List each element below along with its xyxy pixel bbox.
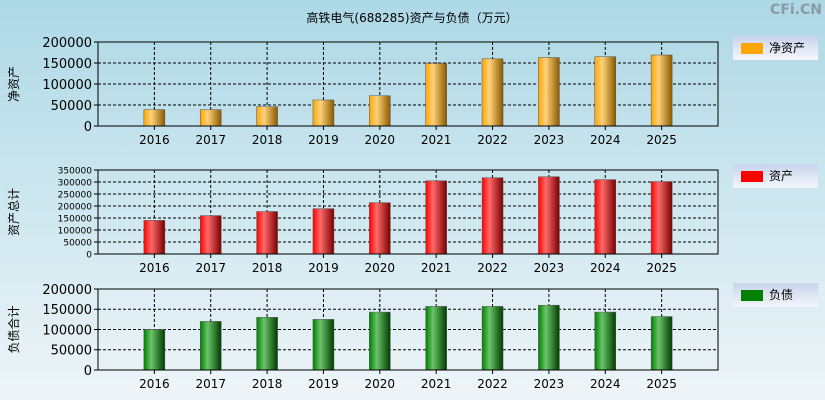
y-axis-label: 资产总计 [7, 188, 21, 236]
y-tick-label: 200000 [42, 283, 92, 298]
y-tick-label: 150000 [58, 214, 93, 224]
bar-2016 [143, 329, 166, 371]
bar-2023 [538, 176, 560, 255]
x-tick-label: 2022 [477, 133, 508, 147]
x-tick-label: 2020 [365, 261, 396, 275]
x-tick-label: 2022 [477, 377, 508, 391]
bar-2024 [594, 56, 617, 127]
x-tick-label: 2024 [590, 377, 621, 391]
y-tick-label: 0 [84, 120, 92, 135]
y-tick-label: 100000 [58, 226, 93, 236]
legend-label: 资产 [769, 169, 793, 183]
x-tick-label: 2023 [534, 261, 565, 275]
bar-2018 [256, 211, 278, 255]
plot-frame [97, 169, 719, 255]
x-tick-label: 2019 [308, 133, 339, 147]
chart-title: 高铁电气(688285)资产与负债（万元） [306, 10, 517, 25]
bar-2016 [143, 109, 166, 127]
legend-label: 负债 [769, 288, 793, 302]
plot-frame [97, 41, 719, 127]
y-tick-label: 0 [84, 364, 92, 379]
bar-2022 [481, 177, 504, 255]
bar-2017 [199, 109, 222, 127]
x-tick-label: 2021 [421, 377, 452, 391]
bar-2025 [650, 54, 673, 127]
x-tick-label: 2023 [534, 377, 565, 391]
y-tick-label: 100000 [42, 78, 92, 93]
bar-2022 [481, 306, 504, 371]
x-tick-label: 2021 [421, 261, 452, 275]
x-tick-label: 2024 [590, 261, 621, 275]
legend-label: 净资产 [769, 41, 805, 55]
x-tick-label: 2017 [195, 261, 226, 275]
plot-frame [97, 288, 719, 371]
bar-2020 [369, 202, 391, 255]
y-tick-label: 50000 [51, 344, 92, 359]
y-tick-label: 150000 [42, 57, 92, 72]
y-tick-label: 50000 [63, 238, 92, 248]
watermark: CFi.CN [770, 2, 822, 18]
x-tick-label: 2025 [646, 377, 677, 391]
x-tick-label: 2021 [421, 133, 452, 147]
bar-2018 [256, 106, 278, 127]
bar-2024 [594, 311, 617, 371]
bar-2022 [481, 58, 504, 127]
bar-2023 [538, 57, 560, 127]
x-tick-label: 2017 [195, 133, 226, 147]
y-tick-label: 0 [86, 250, 92, 260]
bar-2016 [143, 220, 166, 255]
y-tick-label: 200000 [42, 36, 92, 51]
bar-2019 [312, 319, 335, 371]
x-tick-label: 2018 [252, 133, 283, 147]
x-tick-label: 2017 [195, 377, 226, 391]
y-axis-label: 负债合计 [6, 305, 21, 353]
bar-2019 [312, 208, 335, 255]
bar-2021 [425, 63, 447, 127]
x-tick-label: 2016 [139, 133, 170, 147]
y-axis-label: 净资产 [7, 66, 21, 102]
x-tick-label: 2023 [534, 133, 565, 147]
bar-2017 [199, 215, 222, 255]
x-tick-label: 2019 [308, 377, 339, 391]
bar-2025 [650, 316, 673, 371]
y-tick-label: 300000 [58, 178, 93, 188]
legend-swatch [741, 43, 763, 54]
legend-swatch [741, 290, 763, 301]
bar-2023 [538, 304, 560, 371]
bar-2019 [312, 99, 335, 127]
x-tick-label: 2019 [308, 261, 339, 275]
x-tick-label: 2020 [365, 133, 396, 147]
x-tick-label: 2018 [252, 261, 283, 275]
x-tick-label: 2022 [477, 261, 508, 275]
y-tick-label: 200000 [58, 202, 93, 212]
bar-2021 [425, 180, 447, 255]
bar-2017 [199, 321, 222, 371]
bar-2025 [650, 181, 673, 255]
x-tick-label: 2016 [139, 261, 170, 275]
y-tick-label: 250000 [58, 190, 93, 200]
bar-2020 [369, 95, 391, 127]
x-tick-label: 2020 [365, 377, 396, 391]
bar-2018 [256, 317, 278, 371]
y-tick-label: 350000 [58, 166, 93, 176]
x-tick-label: 2018 [252, 377, 283, 391]
x-tick-label: 2025 [646, 261, 677, 275]
bar-2020 [369, 311, 391, 371]
x-tick-label: 2025 [646, 133, 677, 147]
legend-swatch [741, 171, 763, 182]
x-tick-label: 2016 [139, 377, 170, 391]
bar-2024 [594, 179, 617, 255]
y-tick-label: 150000 [42, 303, 92, 318]
x-tick-label: 2024 [590, 133, 621, 147]
bar-2021 [425, 306, 447, 371]
y-tick-label: 50000 [51, 99, 92, 114]
y-tick-label: 100000 [42, 323, 92, 338]
